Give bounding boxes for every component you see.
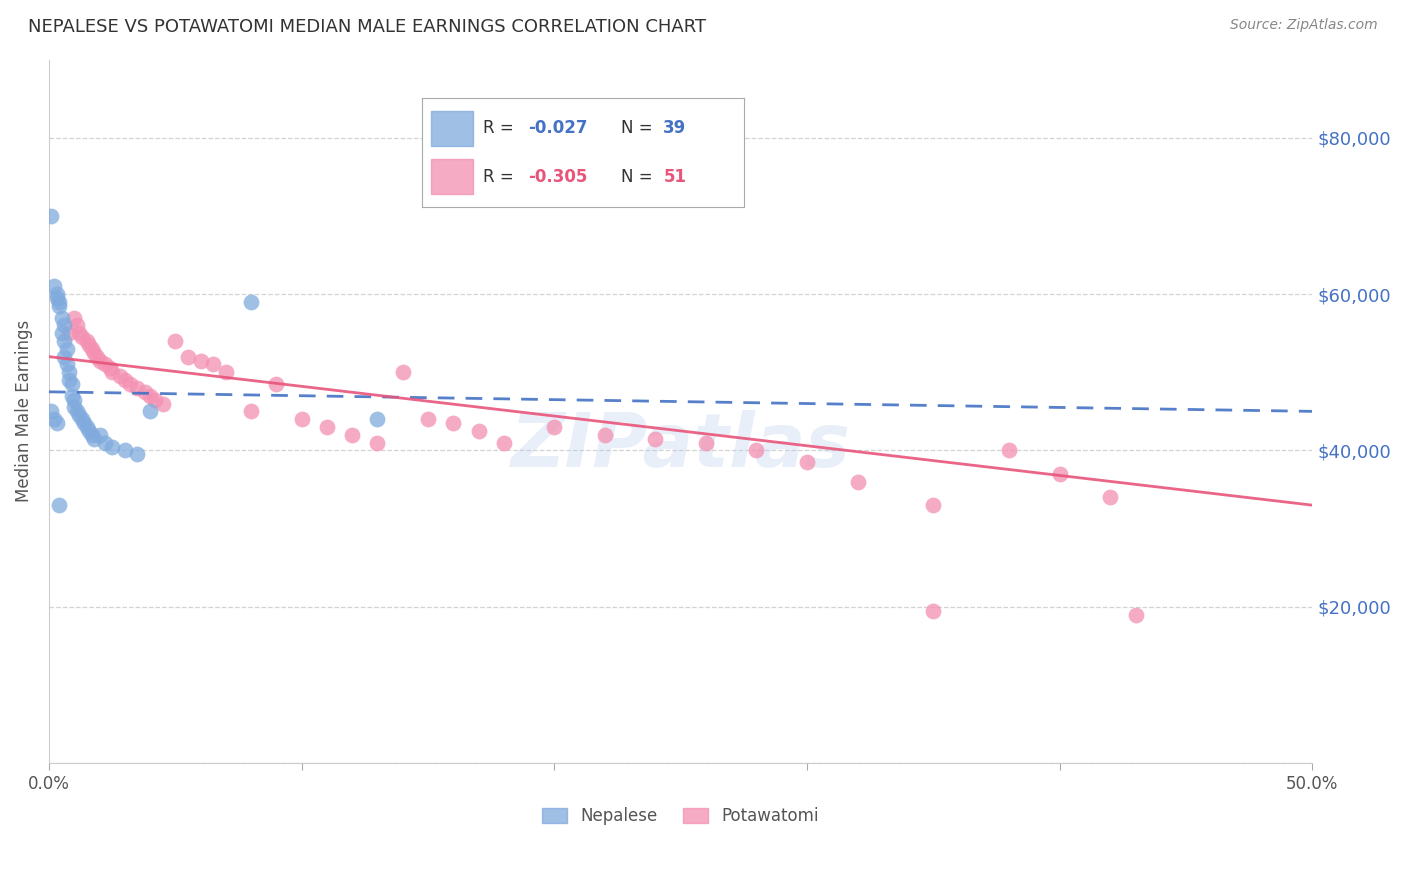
Point xyxy=(593,427,616,442)
Point xyxy=(67,409,90,423)
Point xyxy=(58,326,80,341)
Point xyxy=(83,345,105,359)
Point xyxy=(240,404,263,418)
Point xyxy=(93,358,115,372)
Point xyxy=(41,209,63,223)
Point xyxy=(922,498,945,512)
Point xyxy=(127,447,149,461)
Point xyxy=(89,427,111,442)
Point xyxy=(63,310,86,325)
Point xyxy=(45,416,67,430)
Point xyxy=(80,342,103,356)
Point xyxy=(83,432,105,446)
Point xyxy=(266,376,288,391)
Y-axis label: Median Male Earnings: Median Male Earnings xyxy=(15,320,32,502)
Point xyxy=(60,376,83,391)
Point xyxy=(66,404,89,418)
Point xyxy=(846,475,869,489)
Point xyxy=(922,604,945,618)
Point xyxy=(366,412,388,426)
Point xyxy=(73,416,96,430)
Point xyxy=(998,443,1021,458)
Point xyxy=(108,369,131,384)
Point xyxy=(89,353,111,368)
Point xyxy=(79,424,101,438)
Point xyxy=(98,361,121,376)
Point xyxy=(53,350,76,364)
Point xyxy=(492,435,515,450)
Point xyxy=(543,420,565,434)
Point xyxy=(101,365,124,379)
Point xyxy=(79,338,101,352)
Point xyxy=(127,381,149,395)
Point xyxy=(48,498,70,512)
Point xyxy=(51,326,73,341)
Point xyxy=(42,279,65,293)
Point xyxy=(76,334,98,348)
Point xyxy=(48,299,70,313)
Point xyxy=(55,342,77,356)
Point xyxy=(134,384,156,399)
Text: ZIPatlas: ZIPatlas xyxy=(510,410,851,483)
Point xyxy=(67,326,90,341)
Text: Source: ZipAtlas.com: Source: ZipAtlas.com xyxy=(1230,18,1378,32)
Point xyxy=(695,435,717,450)
Point xyxy=(796,455,818,469)
Point xyxy=(45,287,67,301)
Point xyxy=(51,310,73,325)
Point xyxy=(152,396,174,410)
Point xyxy=(114,373,136,387)
Point xyxy=(63,392,86,407)
Point xyxy=(70,412,93,426)
Point xyxy=(76,420,98,434)
Point xyxy=(66,318,89,333)
Point xyxy=(416,412,439,426)
Point xyxy=(48,294,70,309)
Point xyxy=(215,365,238,379)
Point xyxy=(60,389,83,403)
Point xyxy=(58,373,80,387)
Point xyxy=(1125,607,1147,622)
Point xyxy=(240,294,263,309)
Point xyxy=(53,318,76,333)
Point xyxy=(190,353,212,368)
Point xyxy=(143,392,166,407)
Point xyxy=(86,350,108,364)
Legend: Nepalese, Potawatomi: Nepalese, Potawatomi xyxy=(543,807,818,825)
Point xyxy=(55,358,77,372)
Point xyxy=(139,404,162,418)
Point xyxy=(1049,467,1071,481)
Point xyxy=(644,432,666,446)
Point xyxy=(1099,491,1122,505)
Point xyxy=(291,412,314,426)
Point xyxy=(58,365,80,379)
Point xyxy=(316,420,339,434)
Point xyxy=(93,435,115,450)
Point xyxy=(177,350,200,364)
Point xyxy=(118,376,141,391)
Point xyxy=(745,443,768,458)
Point xyxy=(53,334,76,348)
Point xyxy=(101,440,124,454)
Point xyxy=(202,358,225,372)
Text: NEPALESE VS POTAWATOMI MEDIAN MALE EARNINGS CORRELATION CHART: NEPALESE VS POTAWATOMI MEDIAN MALE EARNI… xyxy=(28,18,706,36)
Point xyxy=(80,427,103,442)
Point xyxy=(63,401,86,415)
Point xyxy=(467,424,489,438)
Point xyxy=(391,365,413,379)
Point xyxy=(70,330,93,344)
Point xyxy=(41,404,63,418)
Point xyxy=(340,427,363,442)
Point xyxy=(114,443,136,458)
Point xyxy=(45,291,67,305)
Point xyxy=(441,416,464,430)
Point xyxy=(139,389,162,403)
Point xyxy=(165,334,187,348)
Point xyxy=(42,412,65,426)
Point xyxy=(366,435,388,450)
